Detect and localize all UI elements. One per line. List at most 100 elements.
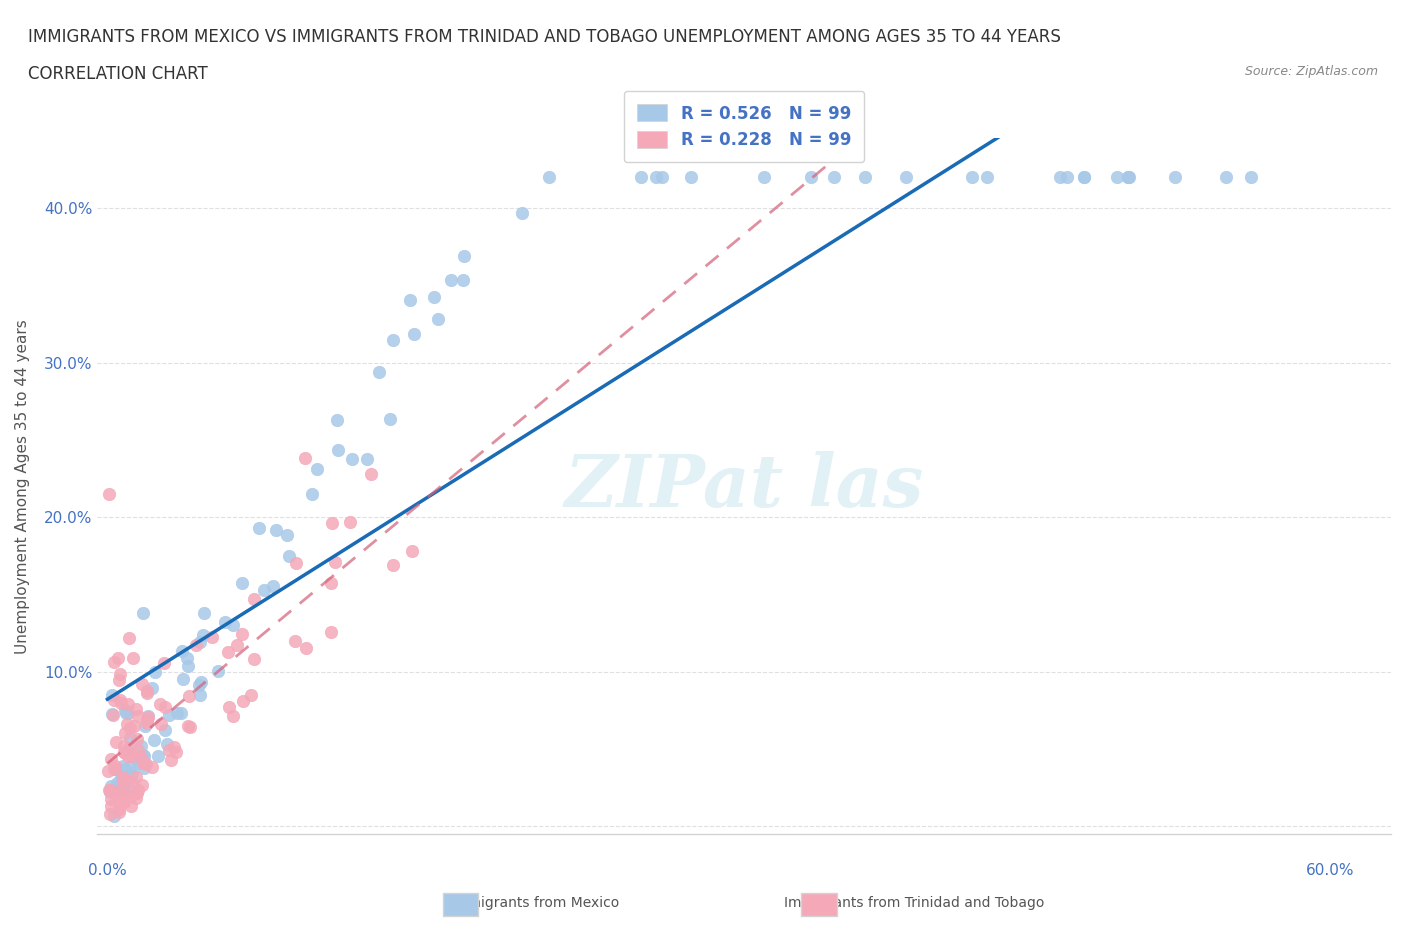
Point [134, 718, 156, 733]
Point [125, 790, 148, 805]
Point [399, 292, 422, 307]
Point [131, 677, 153, 692]
Point [117, 706, 139, 721]
Point [1164, 169, 1187, 184]
Point [135, 686, 157, 701]
Point [110, 693, 132, 708]
Point [117, 697, 139, 711]
Point [960, 169, 983, 184]
Point [117, 742, 139, 757]
Point [141, 681, 163, 696]
Point [98, 486, 121, 501]
Point [752, 169, 775, 184]
Point [136, 712, 159, 727]
Point [1107, 169, 1129, 184]
Point [118, 631, 141, 645]
Point [136, 709, 159, 724]
Point [243, 591, 266, 606]
Point [127, 755, 149, 770]
Point [107, 785, 129, 800]
Point [114, 746, 136, 761]
Text: Immigrants from Trinidad and Tobago: Immigrants from Trinidad and Tobago [783, 896, 1045, 910]
Point [131, 777, 153, 792]
Point [104, 735, 127, 750]
Point [510, 206, 533, 220]
Point [170, 706, 193, 721]
Point [98, 783, 121, 798]
Point [108, 788, 131, 803]
Point [121, 765, 143, 780]
Point [187, 678, 209, 693]
Point [118, 740, 141, 755]
Point [111, 769, 134, 784]
Point [823, 169, 845, 184]
Y-axis label: Unemployment Among Ages 35 to 44 years: Unemployment Among Ages 35 to 44 years [15, 319, 30, 654]
Point [440, 272, 463, 287]
Point [103, 693, 125, 708]
Point [214, 614, 236, 629]
Point [127, 743, 149, 758]
Point [100, 806, 122, 821]
Point [651, 169, 673, 184]
Point [160, 752, 183, 767]
Point [135, 757, 157, 772]
Point [100, 799, 122, 814]
Text: 60.0%: 60.0% [1306, 863, 1354, 878]
Point [356, 451, 378, 466]
Point [284, 633, 307, 648]
Text: ZIPat las: ZIPat las [564, 451, 924, 522]
Point [127, 782, 149, 797]
Point [104, 758, 127, 773]
Point [630, 169, 652, 184]
Point [149, 716, 172, 731]
Point [401, 543, 423, 558]
Point [232, 693, 254, 708]
Point [114, 702, 136, 717]
Point [114, 787, 136, 802]
Point [404, 326, 426, 341]
Legend: R = 0.526   N = 99, R = 0.228   N = 99: R = 0.526 N = 99, R = 0.228 N = 99 [624, 91, 865, 163]
Point [226, 637, 249, 652]
Point [191, 628, 214, 643]
Point [128, 751, 150, 766]
Point [114, 725, 136, 740]
Point [190, 675, 212, 690]
Point [201, 630, 224, 644]
Point [179, 719, 201, 734]
Text: 0.0%: 0.0% [89, 863, 127, 878]
Point [155, 737, 177, 751]
Point [278, 549, 301, 564]
Text: Immigrants from Mexico: Immigrants from Mexico [450, 896, 619, 910]
Point [172, 644, 194, 658]
Point [103, 654, 125, 669]
Point [127, 709, 149, 724]
Point [321, 516, 343, 531]
Point [111, 759, 134, 774]
Point [382, 558, 405, 573]
Text: IMMIGRANTS FROM MEXICO VS IMMIGRANTS FROM TRINIDAD AND TOBAGO UNEMPLOYMENT AMONG: IMMIGRANTS FROM MEXICO VS IMMIGRANTS FRO… [28, 28, 1062, 46]
Point [134, 761, 156, 776]
Point [101, 687, 124, 702]
Point [124, 718, 146, 733]
Point [110, 771, 132, 786]
Point [129, 750, 152, 764]
Point [1118, 169, 1140, 184]
Point [301, 486, 323, 501]
Point [141, 760, 163, 775]
Point [1215, 169, 1237, 184]
Point [1056, 169, 1078, 184]
Point [222, 618, 245, 632]
Point [976, 169, 998, 184]
Point [143, 664, 166, 679]
Point [800, 169, 823, 184]
Point [1240, 169, 1263, 184]
Point [423, 289, 446, 304]
Point [249, 521, 271, 536]
Point [110, 696, 132, 711]
Point [117, 717, 139, 732]
Point [240, 688, 263, 703]
Point [188, 635, 211, 650]
Point [644, 169, 666, 184]
Point [207, 664, 229, 679]
Point [107, 672, 129, 687]
